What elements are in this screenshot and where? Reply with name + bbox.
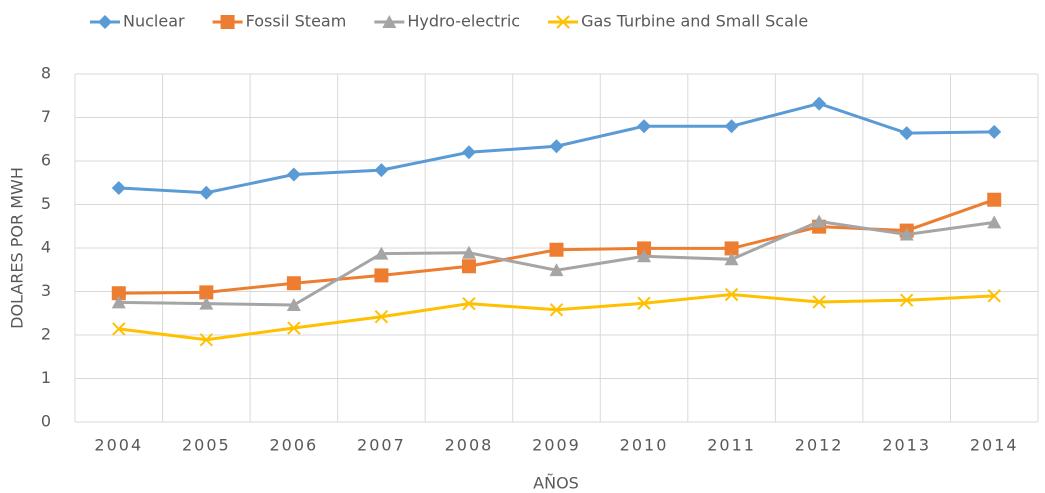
- marker: [987, 289, 1001, 303]
- y-tick-label: 3: [41, 281, 51, 300]
- marker: [374, 310, 389, 324]
- marker: [987, 215, 1002, 229]
- x-tick-label: 2010: [620, 436, 669, 455]
- marker: [98, 15, 112, 29]
- marker: [549, 242, 564, 257]
- x-tick-label: 2006: [270, 436, 319, 455]
- marker: [899, 126, 914, 141]
- marker: [724, 287, 739, 302]
- marker: [199, 296, 214, 310]
- marker: [111, 180, 126, 195]
- marker: [812, 96, 827, 111]
- marker: [462, 296, 476, 311]
- marker: [374, 163, 389, 178]
- marker: [111, 295, 126, 309]
- marker: [374, 246, 389, 260]
- marker: [724, 252, 739, 266]
- marker: [987, 192, 1002, 207]
- marker: [549, 263, 564, 277]
- marker: [637, 119, 652, 134]
- legend-label: Fossil Steam: [246, 12, 347, 31]
- marker: [111, 286, 126, 301]
- marker: [899, 293, 914, 307]
- x-tick-label: 2012: [795, 436, 844, 455]
- y-axis-label: DOLARES POR MWH: [8, 167, 27, 329]
- x-tick-label: 2013: [882, 436, 931, 455]
- marker: [549, 303, 564, 317]
- marker: [637, 241, 652, 256]
- marker: [199, 285, 214, 300]
- y-tick-label: 2: [41, 325, 51, 344]
- x-axis-label: AÑOS: [533, 474, 579, 493]
- marker: [461, 245, 476, 259]
- marker: [899, 227, 914, 241]
- y-tick-label: 5: [41, 194, 51, 213]
- marker: [556, 15, 570, 29]
- marker: [382, 15, 397, 28]
- marker: [199, 185, 214, 200]
- y-tick-label: 6: [41, 151, 51, 170]
- marker: [199, 333, 214, 347]
- marker: [812, 295, 826, 309]
- marker: [286, 167, 301, 182]
- marker: [812, 214, 827, 228]
- marker: [724, 241, 739, 256]
- marker: [286, 297, 301, 311]
- marker: [374, 268, 389, 283]
- x-tick-label: 2008: [445, 436, 494, 455]
- marker: [461, 259, 476, 274]
- y-tick-label: 1: [41, 368, 51, 387]
- marker: [637, 249, 652, 263]
- legend-label: Gas Turbine and Small Scale: [581, 12, 808, 31]
- y-tick-label: 7: [41, 107, 51, 126]
- marker: [286, 276, 301, 291]
- marker: [112, 322, 126, 336]
- x-tick-label: 2007: [357, 436, 406, 455]
- y-tick-label: 4: [41, 238, 51, 257]
- legend-label: Hydro-electric: [407, 12, 520, 31]
- marker: [220, 15, 235, 29]
- x-tick-label: 2014: [970, 436, 1019, 455]
- marker: [287, 321, 301, 335]
- marker: [987, 124, 1002, 139]
- y-tick-label: 8: [41, 64, 51, 83]
- x-tick-label: 2009: [532, 436, 581, 455]
- marker: [724, 119, 739, 134]
- y-tick-label: 0: [41, 412, 51, 431]
- x-tick-label: 2011: [707, 436, 756, 455]
- marker: [461, 145, 476, 160]
- x-tick-label: 2005: [182, 436, 231, 455]
- legend-label: Nuclear: [123, 12, 185, 31]
- x-tick-label: 2004: [94, 436, 143, 455]
- marker: [549, 139, 564, 154]
- marker: [637, 296, 651, 310]
